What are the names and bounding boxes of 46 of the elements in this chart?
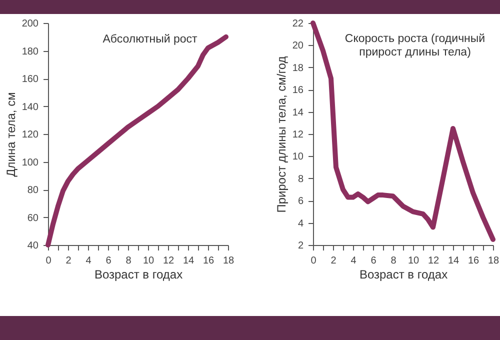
y-tick-label: 14: [292, 107, 304, 118]
x-tick-label: 16: [202, 256, 214, 266]
x-tick-label: 12: [428, 256, 440, 266]
x-tick-label: 2: [66, 256, 72, 266]
y-tick-label: 20: [292, 40, 304, 52]
y-tick-label: 160: [22, 74, 39, 85]
x-tick-label: 0: [310, 256, 317, 266]
y-tick-label: 140: [22, 102, 39, 113]
y-tick-label: 60: [27, 212, 39, 224]
y-tick-label: 40: [27, 240, 39, 252]
x-axis-title: Возраст в годах: [359, 268, 448, 282]
y-tick-label: 4: [298, 218, 304, 230]
text: Абсолютный рост: [102, 34, 198, 46]
x-tick-label: 4: [86, 256, 92, 266]
y-tick-label: 8: [298, 174, 304, 185]
y-axis-title: Прирост длины тела, см/год: [274, 56, 288, 213]
y-tick-label: 2: [298, 240, 304, 252]
x-tick-label: 0: [46, 256, 52, 266]
text: Скорость роста (годичный прирост длины тела): [344, 33, 486, 58]
y-tick-label: 6: [298, 196, 304, 208]
x-tick-label: 6: [370, 256, 377, 266]
x-tick-label: 2: [330, 256, 337, 266]
y-tick-label: 10: [292, 152, 304, 163]
y-tick-label: 18: [292, 62, 304, 74]
x-tick-label: 10: [408, 256, 420, 266]
x-tick-label: 18: [488, 256, 500, 266]
x-tick-label: 6: [106, 256, 112, 266]
y-tick-label: 120: [22, 130, 39, 140]
x-tick-label: 14: [182, 256, 194, 266]
x-tick-label: 14: [448, 256, 460, 266]
y-tick-label: 22: [292, 18, 304, 30]
x-tick-label: 10: [142, 256, 154, 266]
y-tick-label: 200: [22, 18, 39, 30]
y-tick-label: 12: [292, 130, 304, 140]
x-tick-label: 8: [390, 256, 397, 266]
y-axis-title: Длина тела, см: [4, 92, 18, 177]
x-tick-label: 8: [126, 256, 132, 266]
x-tick-label: 18: [222, 256, 234, 266]
x-tick-label: 4: [350, 256, 357, 266]
x-axis-title: Возраст в годах: [94, 268, 183, 282]
x-tick-label: 16: [468, 256, 480, 266]
y-tick-label: 100: [22, 157, 39, 168]
y-tick-label: 180: [22, 46, 39, 58]
x-tick-label: 12: [162, 256, 174, 266]
y-tick-label: 80: [27, 185, 39, 196]
y-tick-label: 16: [292, 85, 304, 96]
